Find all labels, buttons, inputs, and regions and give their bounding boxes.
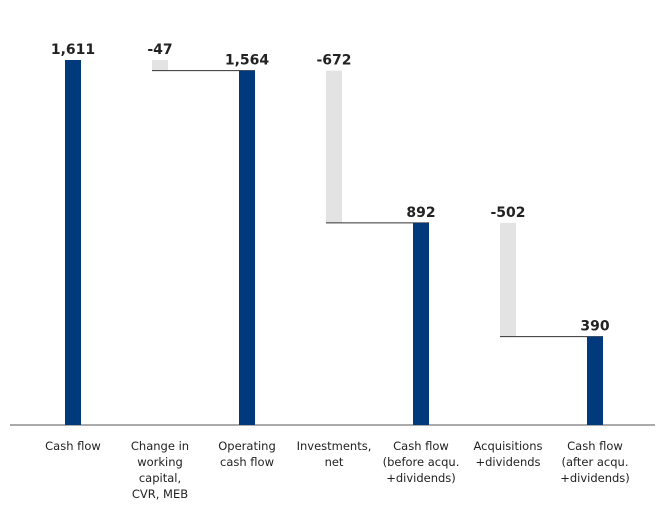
category-label: Cash flow (after acqu. +dividends) [560,439,630,485]
change-bar [500,222,516,337]
category-label: Investments, net [296,439,372,469]
change-bar [152,60,168,71]
bar [65,60,81,425]
value-label: 390 [580,319,609,335]
category-label: Cash flow [45,439,101,453]
bar [413,222,429,425]
value-label: 1,611 [51,42,95,58]
value-label: 892 [406,205,435,221]
value-label: 1,564 [225,53,270,69]
bar [587,336,603,425]
change-bar [326,70,342,223]
category-label: Cash flow (before acqu. +dividends) [382,439,460,485]
value-label: -47 [147,42,172,58]
category-label: Change in working capital, CVR, MEB [130,439,190,501]
category-label: Acquisitions +dividends [473,439,543,469]
value-label: -672 [316,53,351,69]
category-label: Operating cash flow [218,439,276,469]
bar [239,70,255,425]
value-label: -502 [490,205,525,221]
